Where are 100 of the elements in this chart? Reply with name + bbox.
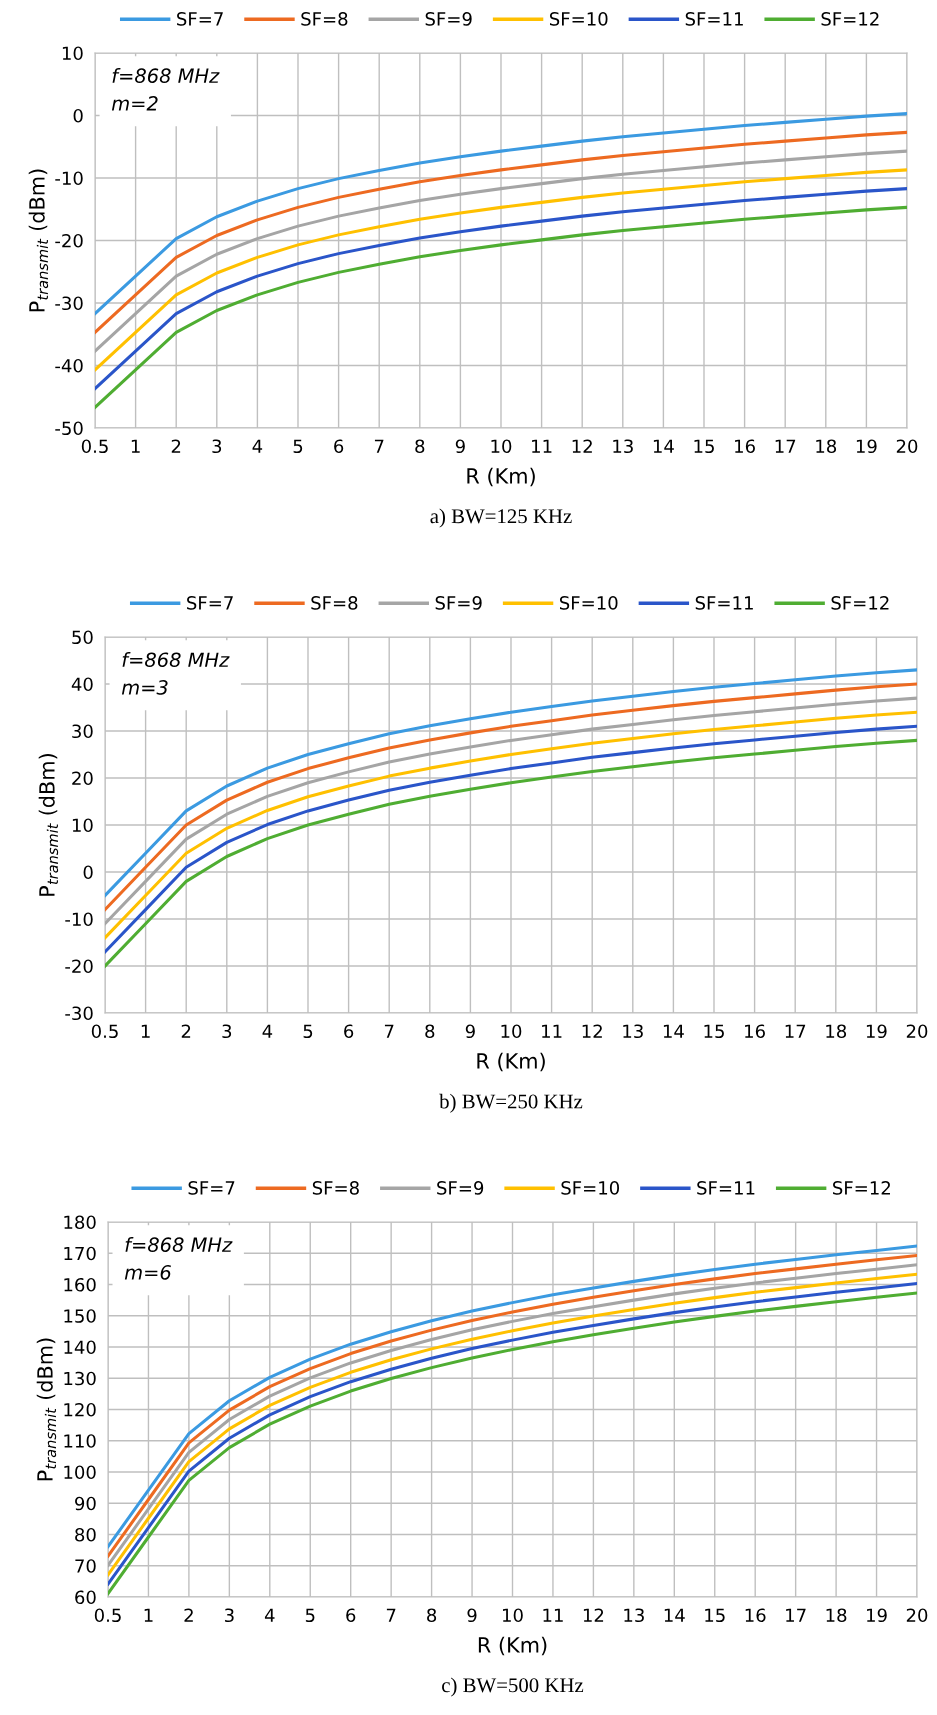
- y-axis-title: P$_{transmit}$ (dBm): [38, 754, 59, 896]
- x-tick-label: 16: [745, 1608, 766, 1623]
- x-tick-label: 5: [305, 1608, 315, 1623]
- y-tick-label: 0: [73, 108, 83, 123]
- legend-label: SF=12: [821, 12, 879, 26]
- legend-label: SF=7: [177, 12, 223, 26]
- x-tick-label: 12: [582, 1024, 602, 1038]
- x-tick-label: 8: [427, 1608, 437, 1623]
- x-tick-label: 14: [664, 1608, 685, 1622]
- annotation: m=2: [111, 96, 158, 111]
- x-tick-label: 20: [896, 439, 918, 454]
- y-tick-label: 110: [64, 1434, 96, 1448]
- y-tick-label: 150: [64, 1309, 96, 1323]
- x-tick-label: 14: [663, 1024, 684, 1038]
- x-tick-label: 14: [653, 439, 674, 453]
- x-tick-label: 16: [745, 1024, 765, 1039]
- y-tick-label: -40: [55, 358, 83, 373]
- x-tick-label: 8: [425, 1024, 435, 1039]
- y-tick-label: 90: [75, 1496, 96, 1511]
- x-tick-label: 19: [866, 1024, 887, 1039]
- line-series: [95, 149, 907, 353]
- y-tick-label: 60: [75, 1590, 96, 1605]
- y-tick-label: -30: [65, 1006, 93, 1021]
- y-tick-label: 20: [72, 771, 93, 786]
- line-series: [95, 187, 907, 391]
- x-tick-label: 11: [542, 1024, 562, 1038]
- legend-label: SF=8: [301, 12, 348, 26]
- x-tick-label: 7: [384, 1024, 394, 1038]
- x-tick-label: 10: [503, 1608, 523, 1623]
- x-tick-label: 1: [141, 1024, 150, 1038]
- y-tick-label: 70: [75, 1559, 96, 1573]
- x-tick-label: 6: [346, 1608, 356, 1623]
- y-tick-label: 50: [72, 630, 93, 645]
- x-tick-label: 0.5: [81, 439, 108, 454]
- line-series: [95, 130, 907, 334]
- x-tick-label: 7: [374, 439, 384, 453]
- x-tick-label: 15: [694, 439, 714, 454]
- legend-label: SF=8: [311, 596, 358, 610]
- y-tick-label: 100: [64, 1465, 96, 1480]
- x-tick-label: 13: [613, 439, 633, 454]
- x-tick-label: 6: [344, 1024, 354, 1039]
- x-tick-label: 9: [467, 1608, 477, 1623]
- x-tick-label: 18: [816, 439, 837, 454]
- x-tick-label: 16: [735, 439, 755, 454]
- x-tick-label: 9: [465, 1024, 475, 1039]
- y-tick-label: 80: [75, 1527, 96, 1542]
- legend-label: SF=9: [435, 596, 482, 610]
- line-series: [95, 168, 907, 372]
- y-tick-label: 170: [64, 1246, 96, 1261]
- y-tick-label: 0: [83, 865, 93, 880]
- x-tick-label: 18: [826, 1024, 847, 1039]
- annotation: m=3: [121, 680, 168, 695]
- legend-label: SF=11: [695, 596, 753, 610]
- x-tick-label: 17: [786, 1608, 806, 1622]
- x-tick-label: 3: [224, 1608, 234, 1623]
- x-tick-label: 12: [572, 439, 592, 453]
- x-tick-label: 10: [501, 1024, 522, 1039]
- x-tick-label: 10: [491, 439, 512, 454]
- y-tick-label: 160: [64, 1277, 96, 1292]
- x-tick-label: 17: [785, 1024, 806, 1038]
- x-tick-label: 13: [623, 1024, 643, 1039]
- legend-label: SF=12: [831, 596, 889, 610]
- text: c) BW=500 KHz: [442, 1677, 584, 1697]
- legend-label: SF=10: [559, 596, 618, 610]
- text: a) BW=125 KHz: [430, 508, 572, 528]
- y-tick-label: -20: [55, 233, 83, 248]
- annotation: f=868 MHz: [112, 68, 220, 84]
- text: b) BW=250 KHz: [439, 1093, 583, 1113]
- x-tick-label: 4: [264, 1608, 275, 1622]
- x-tick-label: 15: [705, 1608, 725, 1623]
- x-axis-title: R (Km): [467, 467, 535, 487]
- x-tick-label: 5: [293, 439, 303, 454]
- y-tick-label: -10: [65, 912, 93, 927]
- x-tick-label: 9: [455, 439, 465, 454]
- y-tick-label: 120: [64, 1402, 96, 1417]
- x-tick-label: 19: [867, 1608, 887, 1623]
- x-tick-label: 1: [144, 1608, 153, 1622]
- x-tick-label: 8: [415, 439, 425, 454]
- x-tick-label: 7: [386, 1608, 396, 1622]
- x-tick-label: 12: [583, 1608, 604, 1622]
- annotation: f=868 MHz: [125, 1237, 233, 1253]
- x-tick-label: 13: [624, 1608, 644, 1623]
- x-tick-label: 4: [252, 439, 263, 453]
- x-tick-label: 6: [334, 439, 344, 454]
- legend-label: SF=7: [187, 596, 233, 610]
- y-tick-label: 10: [72, 818, 93, 833]
- y-axis-title: P$_{transmit}$ (dBm): [36, 1338, 57, 1481]
- x-tick-label: 20: [906, 1608, 928, 1623]
- x-tick-label: 11: [543, 1608, 563, 1622]
- y-tick-label: 140: [64, 1340, 96, 1355]
- legend-label: SF=11: [697, 1181, 755, 1195]
- y-tick-label: 130: [64, 1371, 96, 1386]
- line-series: [95, 205, 907, 409]
- legend-label: SF=9: [425, 12, 472, 26]
- x-tick-label: 15: [704, 1024, 724, 1039]
- legend-label: SF=9: [437, 1181, 484, 1195]
- x-tick-label: 1: [131, 439, 140, 453]
- legend-label: SF=8: [312, 1181, 359, 1195]
- legend-label: SF=10: [549, 12, 608, 26]
- x-tick-label: 18: [826, 1608, 847, 1623]
